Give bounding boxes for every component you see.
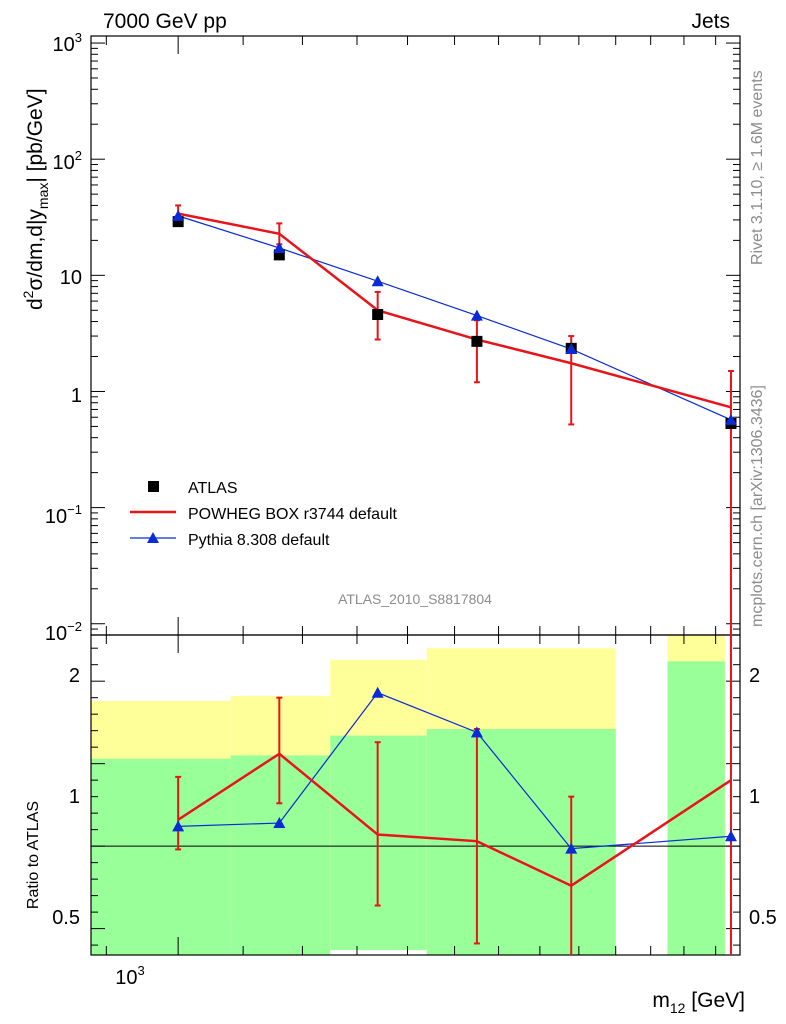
ratio-pythia-point bbox=[371, 686, 384, 698]
pythia-point bbox=[273, 241, 286, 253]
main-ylabel-sigma: σ/dm,d|y bbox=[24, 209, 47, 291]
ratio-y-tick-labels: 2 1 0.5 2 1 0.5 bbox=[52, 665, 777, 929]
atlas-point bbox=[172, 216, 184, 228]
x-tick-base: 10 bbox=[115, 967, 137, 989]
ratio-pythia-point bbox=[724, 830, 737, 842]
pythia-point bbox=[470, 309, 483, 321]
ratio-y-tick-label-1-right: 1 bbox=[749, 786, 760, 808]
header-left-title: 7000 GeV pp bbox=[103, 10, 227, 33]
y-tick-label-0.01: 10−2 bbox=[45, 619, 82, 645]
pythia-point bbox=[371, 275, 384, 287]
main-ylabel-sub: max bbox=[35, 183, 51, 209]
x-axis-label: m12 [GeV] bbox=[652, 989, 745, 1016]
legend-label-pythia: Pythia 8.308 default bbox=[188, 532, 330, 549]
ratio-series bbox=[172, 635, 737, 955]
ratio-band-green-3 bbox=[426, 729, 616, 955]
axes bbox=[90, 35, 741, 956]
y-tick-label-0.1: 10−1 bbox=[45, 502, 82, 528]
main-ylabel-d: d bbox=[24, 298, 47, 310]
y-tick-label-1000: 103 bbox=[53, 30, 82, 56]
atlas-point bbox=[273, 249, 285, 261]
ratio-powheg-line bbox=[177, 752, 732, 888]
ratio-pythia-point bbox=[273, 817, 286, 829]
pythia-line bbox=[177, 215, 732, 421]
ratio-bands bbox=[91, 635, 725, 955]
ratio-ylabel: Ratio to ATLAS bbox=[25, 801, 42, 909]
legend-marker-atlas bbox=[148, 481, 159, 492]
main-ylabel-tail: | [pb/GeV] bbox=[24, 88, 47, 182]
main-series bbox=[172, 204, 737, 635]
legend-label-powheg: POWHEG BOX r3744 default bbox=[188, 506, 398, 523]
main-ylabel: d2σ/dm,d|ymax| [pb/GeV] bbox=[20, 88, 51, 310]
ratio-pythia-point bbox=[565, 842, 578, 854]
pythia-point bbox=[565, 343, 578, 355]
x-tick-label-1000: 103 bbox=[115, 963, 144, 989]
ratio-band-green-4 bbox=[667, 661, 725, 955]
ratio-y-tick-label-2-right: 2 bbox=[749, 665, 760, 687]
rivet-label: Rivet 3.1.10, ≥ 1.6M events bbox=[749, 70, 766, 265]
analysis-label: ATLAS_2010_S8817804 bbox=[338, 591, 492, 607]
main-y-tick-labels: 103 102 10 1 10−1 10−2 bbox=[45, 30, 82, 645]
xlabel-sub: 12 bbox=[670, 1000, 686, 1016]
ratio-pythia-line bbox=[178, 692, 732, 850]
main-ylabel-sup: 2 bbox=[20, 290, 36, 298]
xlabel-m: m bbox=[652, 989, 670, 1012]
header-right-title: Jets bbox=[691, 10, 730, 33]
legend-marker-pythia bbox=[147, 532, 159, 543]
powheg-line bbox=[177, 212, 732, 409]
ratio-frame bbox=[90, 634, 741, 956]
ratio-band-green-1 bbox=[230, 755, 331, 955]
ratio-y-tick-label-2-left: 2 bbox=[69, 665, 80, 687]
atlas-point bbox=[471, 335, 483, 347]
legend: ATLAS POWHEG BOX r3744 default Pythia 8.… bbox=[130, 480, 398, 549]
ratio-y-tick-label-1-left: 1 bbox=[69, 786, 80, 808]
xlabel-tail: [GeV] bbox=[685, 989, 745, 1012]
ratio-y-tick-label-0.5-left: 0.5 bbox=[52, 907, 80, 929]
ratio-y-tick-label-0.5-right: 0.5 bbox=[749, 907, 777, 929]
ratio-band-green-0 bbox=[91, 758, 231, 955]
x-tick-exp: 3 bbox=[138, 963, 145, 978]
pythia-point bbox=[724, 413, 737, 425]
y-tick-label-10: 10 bbox=[60, 267, 82, 289]
ratio-pythia-point bbox=[470, 726, 483, 738]
source-label: mcplots.cern.ch [arXiv:1306.3436] bbox=[749, 385, 766, 627]
y-tick-label-100: 102 bbox=[53, 148, 82, 174]
pythia-point bbox=[172, 209, 185, 221]
atlas-point bbox=[372, 308, 384, 320]
legend-label-atlas: ATLAS bbox=[188, 480, 238, 497]
y-tick-label-1: 1 bbox=[71, 385, 82, 407]
ratio-pythia-point bbox=[172, 820, 185, 832]
